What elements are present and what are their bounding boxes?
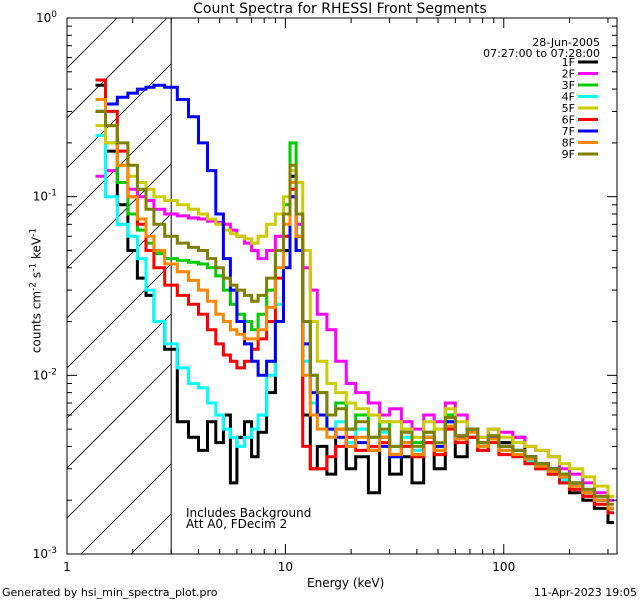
y-tick-exponent: -1 [48, 189, 57, 199]
x-tick-label: 100 [492, 560, 515, 574]
x-axis-label: Energy (keV) [307, 576, 385, 590]
y-tick-label: 10-2 [33, 367, 57, 382]
y-tick-exponent: 0 [51, 10, 57, 20]
annotation-attenuator: Att A0, FDecim 2 [186, 517, 288, 531]
chart-title: Count Spectra for RHESSI Front Segments [193, 1, 487, 17]
y-tick-exponent: -3 [48, 546, 57, 556]
x-tick-label: 1 [63, 560, 71, 574]
series-line-8f [95, 98, 614, 510]
legend-label: 2F [562, 68, 575, 81]
y-tick-base: 10 [36, 11, 51, 25]
y-tick-label: 100 [36, 10, 57, 25]
legend-label: 7F [562, 125, 575, 138]
legend-label: 8F [562, 137, 575, 150]
y-tick-label: 10-1 [33, 189, 57, 204]
legend-label: 1F [562, 56, 575, 69]
date-label: 28-Jun-2005 [532, 36, 600, 49]
series-line-2f [95, 169, 614, 502]
y-label-part: s [29, 271, 44, 282]
series-line-9f [95, 109, 614, 506]
y-tick-base: 10 [33, 190, 48, 204]
y-tick-label: 10-3 [33, 546, 57, 561]
y-label-part: counts cm [29, 290, 44, 354]
x-tick-label: 10 [278, 560, 293, 574]
y-axis-label: counts cm-2 s-1 keV-1 [27, 186, 44, 396]
time-range-label: 07:27:00 to 07:28:00 [483, 47, 600, 60]
legend-label: 3F [562, 79, 575, 92]
plot-frame [66, 17, 618, 555]
annotation-background: Includes Background [186, 506, 312, 520]
y-label-exp: -2 [28, 281, 39, 291]
series-line-5f [95, 124, 614, 498]
legend-label: 9F [562, 148, 575, 161]
y-tick-base: 10 [33, 368, 48, 382]
x-axis: 1 10 100 [63, 18, 609, 574]
hatch-line [67, 18, 168, 119]
legend-label: 6F [562, 114, 575, 127]
legend-label: 5F [562, 102, 575, 115]
y-tick-base: 10 [33, 547, 48, 561]
series-group [95, 78, 614, 524]
footer-generated-by: Generated by hsi_min_spectra_plot.pro [2, 586, 218, 599]
hatch-line [67, 18, 218, 169]
legend-label: 4F [562, 91, 575, 104]
y-label-exp: -1 [28, 227, 39, 237]
footer-timestamp: 11-Apr-2023 19:05 [533, 586, 637, 599]
y-tick-exponent: -2 [48, 367, 57, 377]
y-label-part: keV [29, 236, 44, 263]
y-label-exp: -1 [28, 262, 39, 272]
